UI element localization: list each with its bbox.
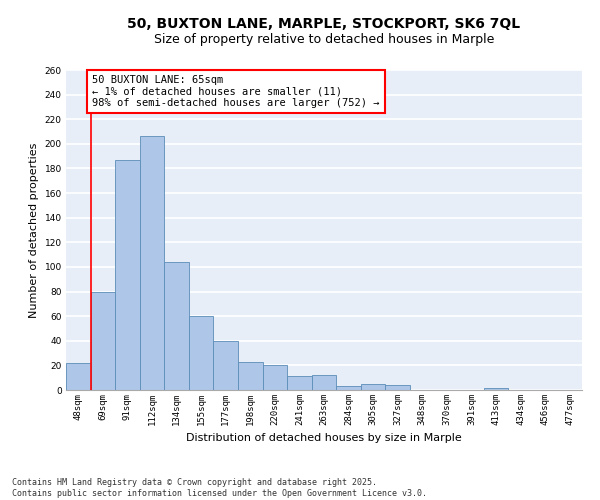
Bar <box>189 316 214 390</box>
Bar <box>214 341 238 390</box>
X-axis label: Distribution of detached houses by size in Marple: Distribution of detached houses by size … <box>186 434 462 444</box>
Bar <box>361 384 385 390</box>
Bar <box>140 136 164 390</box>
Text: 50, BUXTON LANE, MARPLE, STOCKPORT, SK6 7QL: 50, BUXTON LANE, MARPLE, STOCKPORT, SK6 … <box>127 18 521 32</box>
Bar <box>115 160 140 390</box>
Bar <box>66 363 91 390</box>
Bar <box>164 262 189 390</box>
Bar <box>91 292 115 390</box>
Bar <box>336 386 361 390</box>
Text: Size of property relative to detached houses in Marple: Size of property relative to detached ho… <box>154 32 494 46</box>
Bar <box>484 388 508 390</box>
Bar <box>263 366 287 390</box>
Text: 50 BUXTON LANE: 65sqm
← 1% of detached houses are smaller (11)
98% of semi-detac: 50 BUXTON LANE: 65sqm ← 1% of detached h… <box>92 75 379 108</box>
Bar <box>385 385 410 390</box>
Text: Contains HM Land Registry data © Crown copyright and database right 2025.
Contai: Contains HM Land Registry data © Crown c… <box>12 478 427 498</box>
Bar <box>287 376 312 390</box>
Bar <box>238 362 263 390</box>
Bar <box>312 375 336 390</box>
Y-axis label: Number of detached properties: Number of detached properties <box>29 142 39 318</box>
